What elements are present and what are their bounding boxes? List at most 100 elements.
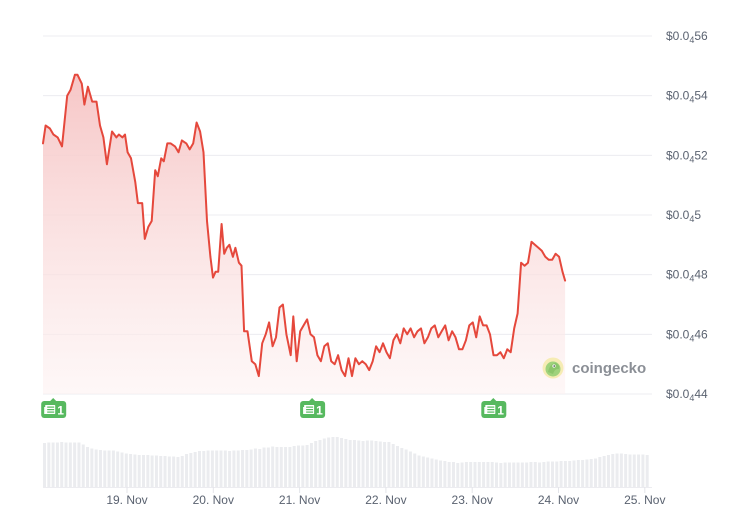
volume-bar bbox=[292, 446, 296, 487]
volume-bar bbox=[460, 462, 464, 487]
volume-bar bbox=[546, 461, 550, 487]
volume-bar bbox=[555, 461, 559, 487]
volume-bar bbox=[572, 460, 576, 487]
price-area-fill bbox=[43, 74, 566, 395]
volume-bar bbox=[98, 450, 102, 487]
volume-bar bbox=[533, 462, 537, 487]
volume-bar bbox=[396, 446, 400, 487]
volume-bar bbox=[589, 459, 593, 487]
y-axis-label: $0.0452 bbox=[666, 148, 708, 164]
volume-bar bbox=[383, 442, 387, 487]
volume-bar bbox=[516, 462, 520, 487]
volume-bar bbox=[477, 462, 481, 487]
price-area bbox=[43, 74, 566, 395]
volume-bar bbox=[120, 452, 124, 487]
volume-bar bbox=[90, 448, 94, 487]
volume-bar bbox=[94, 449, 98, 487]
volume-bar bbox=[163, 456, 167, 487]
x-axis-label: 19. Nov bbox=[106, 493, 147, 507]
volume-bar bbox=[559, 461, 563, 487]
volume-bar bbox=[176, 457, 180, 487]
volume-bar bbox=[55, 442, 59, 487]
volume-bar bbox=[111, 450, 115, 487]
volume-bar bbox=[408, 451, 412, 487]
x-axis-label: 24. Nov bbox=[538, 493, 579, 507]
volume-bar bbox=[581, 460, 585, 487]
volume-bar bbox=[520, 462, 524, 487]
volume-bar bbox=[430, 458, 434, 487]
volume-bar bbox=[361, 441, 365, 487]
news-marker[interactable]: 1 bbox=[41, 398, 67, 418]
volume-bar bbox=[245, 450, 249, 487]
volume-bars bbox=[43, 437, 652, 488]
volume-bar bbox=[284, 447, 288, 487]
x-axis-label: 23. Nov bbox=[452, 493, 493, 507]
news-count: 1 bbox=[57, 404, 64, 418]
volume-bar bbox=[335, 437, 339, 487]
volume-bar bbox=[318, 440, 322, 487]
volume-bar bbox=[262, 447, 266, 487]
volume-bar bbox=[615, 453, 619, 487]
volume-bar bbox=[193, 452, 197, 487]
volume-bar bbox=[451, 462, 455, 487]
y-axis-label: $0.0444 bbox=[666, 387, 708, 403]
volume-bar bbox=[271, 446, 275, 487]
volume-bar bbox=[116, 451, 120, 487]
news-marker[interactable]: 1 bbox=[300, 398, 326, 418]
volume-bar bbox=[602, 456, 606, 487]
volume-bar bbox=[228, 451, 232, 487]
news-marker[interactable]: 1 bbox=[481, 398, 507, 418]
volume-bar bbox=[417, 455, 421, 487]
news-count: 1 bbox=[316, 404, 323, 418]
volume-bar bbox=[499, 463, 503, 487]
volume-bar bbox=[81, 444, 85, 487]
volume-bar bbox=[210, 450, 214, 487]
volume-bar bbox=[223, 450, 227, 487]
volume-bar bbox=[202, 451, 206, 487]
volume-bar bbox=[352, 440, 356, 487]
volume-bar bbox=[73, 442, 77, 487]
volume-bar bbox=[296, 445, 300, 487]
volume-bar bbox=[133, 454, 137, 487]
volume-bar bbox=[525, 462, 529, 487]
volume-bar bbox=[512, 462, 516, 487]
x-axis-label: 25. Nov bbox=[624, 493, 665, 507]
volume-bar bbox=[611, 454, 615, 487]
price-line[interactable] bbox=[42, 73, 567, 378]
volume-bar bbox=[443, 461, 447, 487]
volume-bar bbox=[236, 450, 240, 487]
volume-bar bbox=[146, 455, 150, 487]
volume-bar bbox=[365, 440, 369, 487]
volume-bar bbox=[64, 442, 68, 487]
volume-bar bbox=[426, 457, 430, 487]
volume-bar bbox=[447, 462, 451, 487]
price-line-path[interactable] bbox=[42, 73, 567, 378]
volume-bar bbox=[507, 462, 511, 487]
volume-bar bbox=[413, 453, 417, 487]
volume-bar bbox=[68, 442, 72, 487]
volume-bar bbox=[550, 461, 554, 487]
volume-bar bbox=[159, 456, 163, 487]
volume-bar bbox=[473, 462, 477, 487]
x-axis-labels: 19. Nov 20. Nov 21. Nov 22. Nov 23. Nov 24. N… bbox=[106, 487, 665, 507]
volume-bar bbox=[563, 461, 567, 487]
volume-bar bbox=[568, 461, 572, 487]
volume-bar bbox=[469, 462, 473, 487]
news-markers[interactable]: 1 1 1 bbox=[41, 398, 507, 418]
volume-bar bbox=[124, 453, 128, 487]
volume-bar bbox=[279, 447, 283, 487]
volume-bar bbox=[266, 447, 270, 487]
y-axis-label: $0.0454 bbox=[666, 89, 708, 105]
newspaper-icon bbox=[484, 405, 496, 414]
volume-bar bbox=[314, 441, 318, 487]
volume-bar bbox=[503, 462, 507, 487]
volume-bar bbox=[585, 459, 589, 487]
volume-bar bbox=[619, 453, 623, 487]
volume-bar bbox=[253, 448, 257, 487]
volume-bar bbox=[421, 456, 425, 487]
x-axis-label: 20. Nov bbox=[193, 493, 234, 507]
volume-bar bbox=[344, 439, 348, 487]
volume-bar bbox=[142, 455, 146, 487]
volume-bar bbox=[434, 459, 438, 487]
